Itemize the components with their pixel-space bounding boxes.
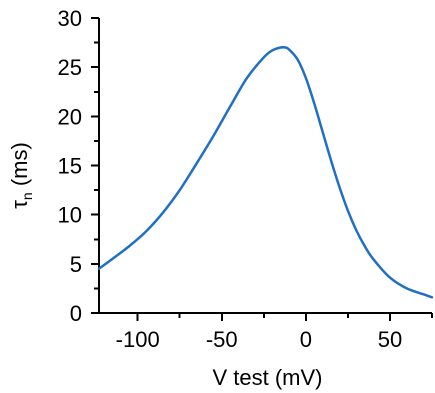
x-tick-label: 0: [300, 327, 312, 352]
y-axis-ticks: 0 5 10 15 20 25 30: [58, 6, 99, 326]
x-axis-title: V test (mV): [212, 365, 322, 390]
y-tick-label: 15: [58, 154, 82, 179]
x-tick-label: -50: [206, 327, 238, 352]
axes: -100 -50 0 50 0 5 10 15 20 25 30: [58, 6, 433, 352]
x-axis-ticks: -100 -50 0 50: [116, 313, 433, 352]
y-axis-title-unit: (ms): [7, 142, 32, 192]
y-axis-title-symbol: τ: [7, 200, 32, 209]
x-tick-label: 50: [378, 327, 402, 352]
y-axis-title-subscript: n: [19, 192, 35, 200]
series-line: [97, 45, 434, 299]
series-layer: [97, 45, 434, 299]
y-tick-label: 30: [58, 6, 82, 31]
y-tick-label: 5: [70, 252, 82, 277]
y-tick-label: 0: [70, 301, 82, 326]
y-tick-label: 20: [58, 104, 82, 129]
y-tick-label: 25: [58, 55, 82, 80]
y-axis-title: τn (ms): [7, 142, 35, 209]
x-tick-label: -100: [116, 327, 160, 352]
y-tick-label: 10: [58, 203, 82, 228]
